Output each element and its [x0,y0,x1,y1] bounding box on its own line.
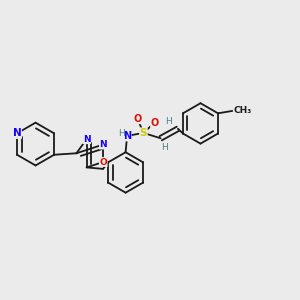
Text: S: S [140,128,147,138]
Text: H: H [161,143,168,152]
Text: O: O [99,158,107,166]
Text: N: N [123,131,131,141]
Text: N: N [100,140,107,149]
Text: H: H [118,129,124,138]
Text: N: N [13,128,21,138]
Text: H: H [166,117,172,126]
Text: N: N [83,135,91,144]
Text: O: O [151,118,159,128]
Text: CH₃: CH₃ [233,106,252,116]
Text: O: O [134,114,142,124]
